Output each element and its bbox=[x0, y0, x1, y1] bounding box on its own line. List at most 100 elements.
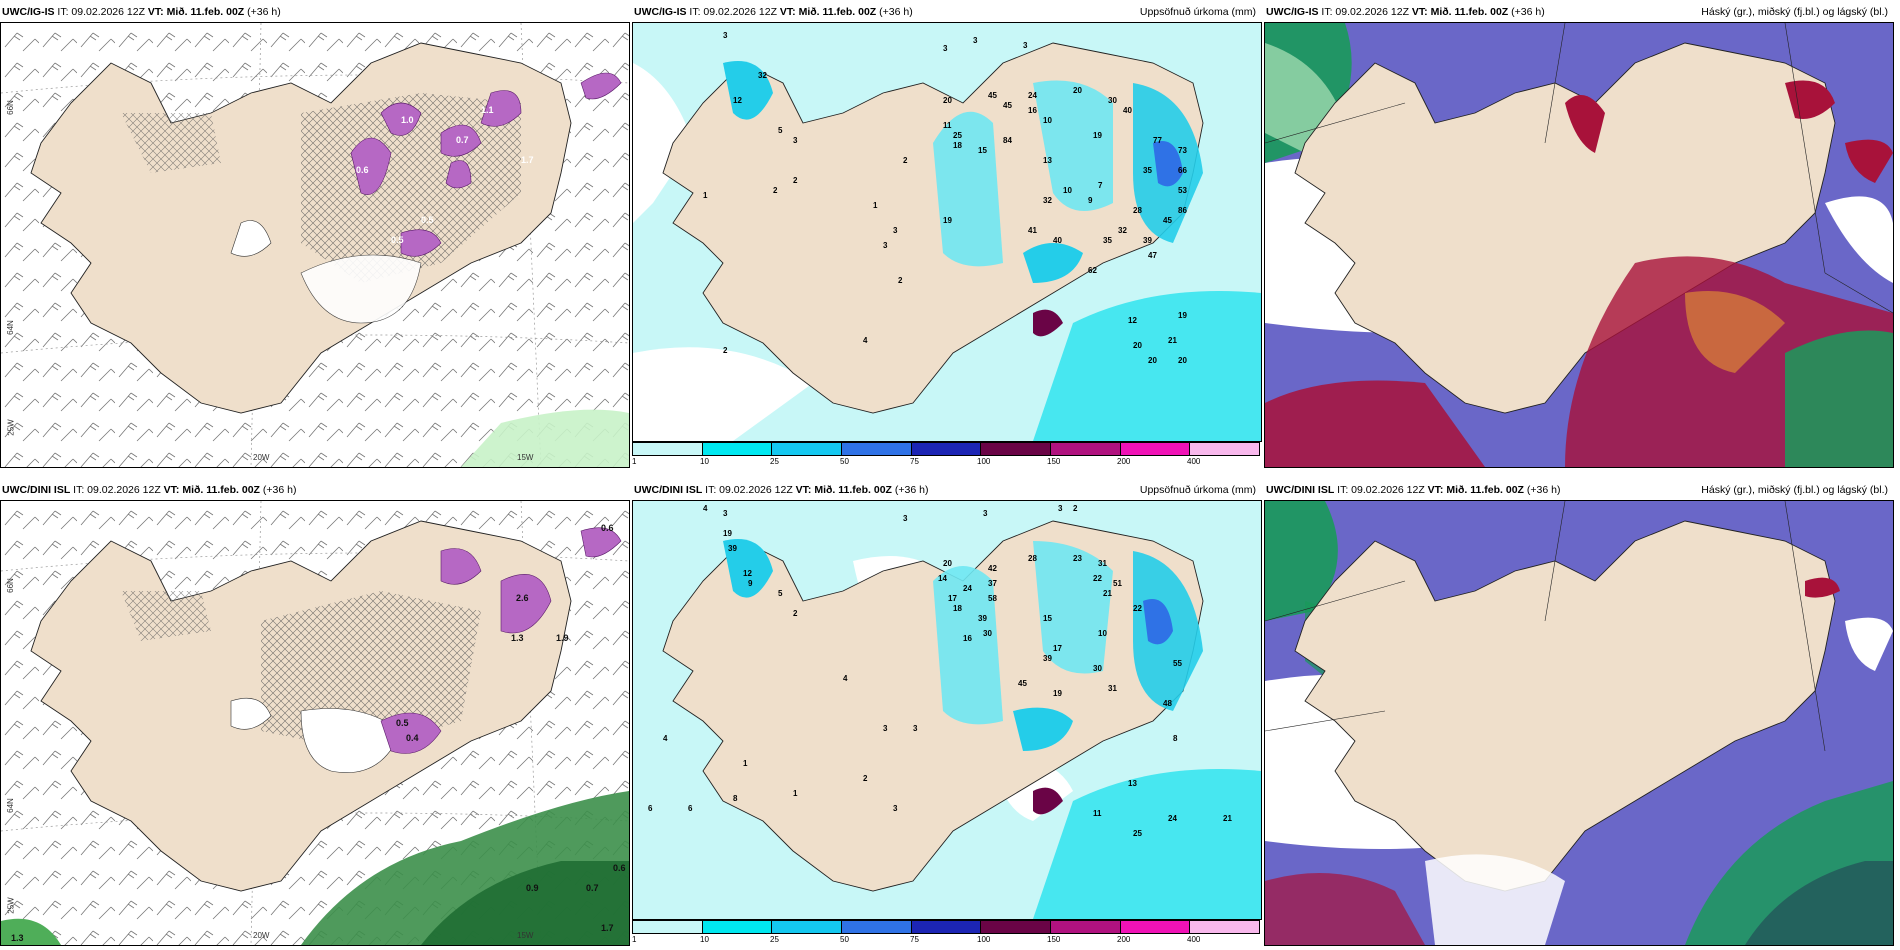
model-name: UWC/IG-IS bbox=[634, 6, 687, 18]
svg-text:13: 13 bbox=[1128, 779, 1137, 788]
svg-text:58: 58 bbox=[988, 594, 997, 603]
colorbar-box bbox=[702, 921, 773, 933]
precip-map: 3 3 3 3 32 12 5 3 2 2 2 20 11 25 18 45 4 bbox=[633, 23, 1261, 441]
snow-value: 0.6 bbox=[613, 863, 626, 873]
svg-text:14: 14 bbox=[938, 574, 947, 583]
panel-field-title: Uppsöfnuð úrkoma (mm) bbox=[1139, 6, 1256, 18]
svg-text:39: 39 bbox=[728, 544, 737, 553]
svg-text:77: 77 bbox=[1153, 136, 1162, 145]
precip-colorbar: 1 10 25 50 75 100 150 200 400 bbox=[632, 918, 1260, 946]
map-frame[interactable] bbox=[1264, 22, 1894, 468]
svg-text:16: 16 bbox=[1028, 106, 1037, 115]
svg-text:3: 3 bbox=[943, 44, 948, 53]
snow-value: 1.9 bbox=[556, 633, 569, 643]
svg-text:86: 86 bbox=[1178, 206, 1187, 215]
svg-text:2: 2 bbox=[903, 156, 908, 165]
lon-label-15w: 15W bbox=[517, 931, 534, 940]
snow-value: 1.0 bbox=[401, 115, 414, 125]
svg-text:39: 39 bbox=[1043, 654, 1052, 663]
colorbar-ticks: 1 10 25 50 75 100 150 200 400 bbox=[632, 457, 1260, 468]
svg-text:31: 31 bbox=[1108, 684, 1117, 693]
init-time: IT: 09.02.2026 12Z bbox=[73, 484, 161, 496]
snow-value: 1.7 bbox=[601, 923, 614, 933]
map-frame[interactable]: 0.6 0.7 0.5 1.1 1.0 1.7 0.5 66N 64N 25W … bbox=[0, 22, 630, 468]
svg-text:22: 22 bbox=[1093, 574, 1102, 583]
valid-time-label: VT: bbox=[795, 484, 812, 496]
svg-text:5: 5 bbox=[778, 589, 783, 598]
colorbar-box bbox=[1120, 443, 1191, 455]
svg-text:17: 17 bbox=[1053, 644, 1062, 653]
svg-text:28: 28 bbox=[1133, 206, 1142, 215]
svg-text:22: 22 bbox=[1133, 604, 1142, 613]
colorbar-tick: 100 bbox=[977, 457, 991, 466]
svg-text:20: 20 bbox=[943, 96, 952, 105]
svg-text:15: 15 bbox=[1043, 614, 1052, 623]
map-frame[interactable]: 3 3 3 3 32 12 5 3 2 2 2 20 11 25 18 45 4 bbox=[632, 22, 1262, 442]
svg-text:2: 2 bbox=[723, 346, 728, 355]
svg-text:4: 4 bbox=[863, 336, 868, 345]
svg-text:45: 45 bbox=[1003, 101, 1012, 110]
panel-header: UWC/DINI ISL IT: 09.02.2026 12Z VT: Mið.… bbox=[1266, 480, 1888, 500]
snow-value: 0.5 bbox=[396, 718, 409, 728]
svg-text:6: 6 bbox=[648, 804, 653, 813]
snow-value: 0.6 bbox=[356, 165, 369, 175]
colorbar-tick: 150 bbox=[1047, 935, 1061, 944]
svg-text:62: 62 bbox=[1088, 266, 1097, 275]
lat-label-66n: 66N bbox=[5, 578, 15, 593]
cloud-map bbox=[1265, 501, 1893, 945]
lead-time: (+36 h) bbox=[894, 484, 929, 496]
svg-text:3: 3 bbox=[903, 514, 908, 523]
colorbar-tick: 75 bbox=[910, 935, 919, 944]
precip-map: 3 4 3 3 3 2 2 19 39 12 9 5 20 14 17 18 2 bbox=[633, 501, 1261, 919]
snow-value: 0.5 bbox=[421, 215, 434, 225]
svg-text:11: 11 bbox=[1093, 809, 1102, 818]
svg-text:13: 13 bbox=[1043, 156, 1052, 165]
valid-time: Mið. 11.feb. 00Z bbox=[1446, 484, 1524, 496]
colorbar-tick: 50 bbox=[840, 935, 849, 944]
svg-text:3: 3 bbox=[883, 241, 888, 250]
valid-time-label: VT: bbox=[779, 6, 796, 18]
lon-label-20w: 20W bbox=[253, 453, 270, 462]
init-time: IT: 09.02.2026 12Z bbox=[705, 484, 793, 496]
svg-text:21: 21 bbox=[1168, 336, 1177, 345]
svg-text:53: 53 bbox=[1178, 186, 1187, 195]
precip-colorbar: 1 10 25 50 75 100 150 200 400 bbox=[632, 440, 1260, 468]
valid-time: Mið. 11.feb. 00Z bbox=[166, 6, 245, 18]
precip-labels: 3 3 3 3 32 12 5 3 2 2 2 20 11 25 18 45 4 bbox=[703, 31, 1187, 365]
colorbar-tick: 200 bbox=[1117, 457, 1131, 466]
colorbar-tick: 10 bbox=[700, 935, 709, 944]
map-frame[interactable]: 0.6 2.6 1.3 0.5 0.4 0.9 0.7 1.7 0.6 1.3 … bbox=[0, 500, 630, 946]
valid-time: Mið. 11.feb. 00Z bbox=[798, 6, 877, 18]
colorbar-box bbox=[633, 921, 703, 933]
svg-text:9: 9 bbox=[748, 579, 753, 588]
colorbar-box bbox=[842, 443, 912, 455]
colorbar-box bbox=[1051, 443, 1121, 455]
svg-text:55: 55 bbox=[1173, 659, 1182, 668]
svg-text:15: 15 bbox=[978, 146, 987, 155]
map-frame[interactable] bbox=[1264, 500, 1894, 946]
svg-text:19: 19 bbox=[1093, 131, 1102, 140]
lead-time: (+36 h) bbox=[879, 6, 913, 18]
colorbar-tick: 100 bbox=[977, 935, 991, 944]
map-frame[interactable]: 3 4 3 3 3 2 2 19 39 12 9 5 20 14 17 18 2 bbox=[632, 500, 1262, 920]
svg-text:3: 3 bbox=[793, 136, 798, 145]
svg-text:20: 20 bbox=[1148, 356, 1157, 365]
panel-header: UWC/IG-IS IT: 09.02.2026 12Z VT: Mið. 11… bbox=[2, 2, 624, 22]
svg-text:10: 10 bbox=[1063, 186, 1072, 195]
svg-text:39: 39 bbox=[978, 614, 987, 623]
svg-text:11: 11 bbox=[943, 121, 952, 130]
colorbar-tick: 10 bbox=[700, 457, 709, 466]
svg-text:31: 31 bbox=[1098, 559, 1107, 568]
snow-value: 0.7 bbox=[586, 883, 599, 893]
svg-text:25: 25 bbox=[953, 131, 962, 140]
init-time: IT: 09.02.2026 12Z bbox=[1337, 484, 1425, 496]
svg-text:3: 3 bbox=[913, 724, 918, 733]
svg-text:2: 2 bbox=[1073, 504, 1078, 513]
svg-text:3: 3 bbox=[883, 724, 888, 733]
colorbar-tick: 200 bbox=[1117, 935, 1131, 944]
colorbar-box bbox=[1190, 443, 1260, 455]
lat-label-66n: 66N bbox=[5, 100, 15, 115]
panel-header: UWC/IG-IS IT: 09.02.2026 12Z VT: Mið. 11… bbox=[634, 2, 1256, 22]
valid-time: Mið. 11.feb. 00Z bbox=[1430, 6, 1509, 18]
svg-text:24: 24 bbox=[963, 584, 972, 593]
